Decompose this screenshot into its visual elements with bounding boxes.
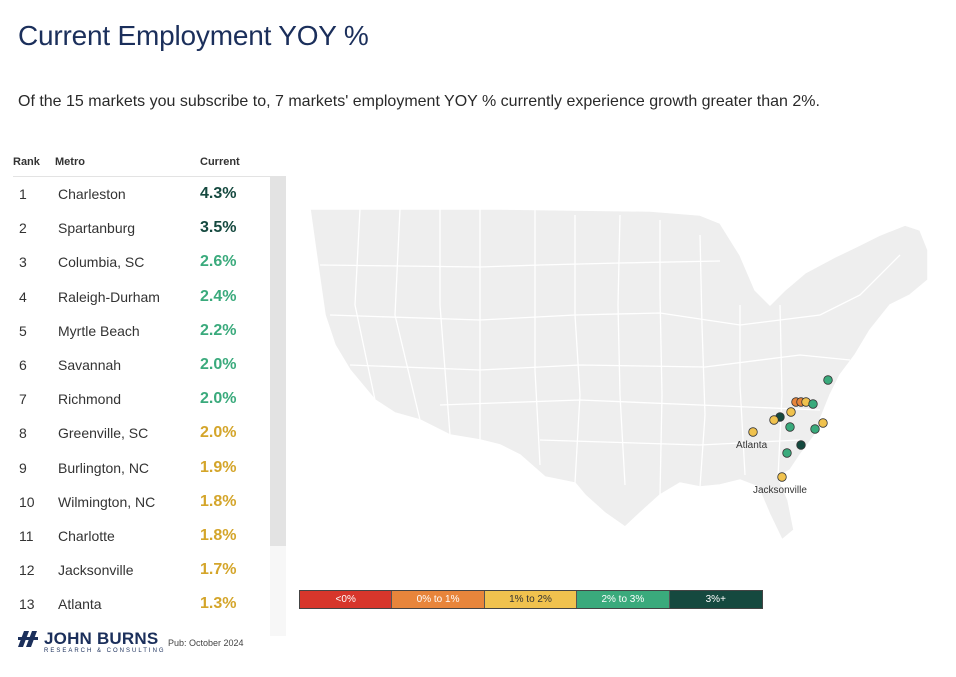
- row-current-value: 4.3%: [200, 185, 237, 203]
- legend-item: 0% to 1%: [392, 591, 485, 608]
- metro-marker[interactable]: [808, 399, 818, 409]
- row-current-value: 2.6%: [200, 253, 237, 271]
- row-metro: Charleston: [58, 186, 126, 203]
- row-current-value: 1.8%: [200, 492, 237, 510]
- row-rank: 1: [19, 186, 27, 203]
- row-metro: Charlotte: [58, 527, 115, 544]
- header-rank: Rank: [13, 156, 40, 168]
- row-metro: Jacksonville: [58, 562, 134, 579]
- table-row: 5 Myrtle Beach 2.2%: [13, 314, 286, 348]
- metro-marker[interactable]: [810, 424, 820, 434]
- metro-marker[interactable]: [796, 440, 806, 450]
- table-row: 1 Charleston 4.3%: [13, 177, 286, 211]
- row-metro: Raleigh-Durham: [58, 288, 160, 305]
- metro-marker[interactable]: [818, 418, 828, 428]
- logo-slashes-icon: [18, 631, 38, 647]
- ranking-table: Rank Metro Current 1 Charleston 4.3% 2 Spart…: [13, 148, 286, 636]
- metro-marker[interactable]: [786, 407, 796, 417]
- row-metro: Burlington, NC: [58, 459, 150, 476]
- row-metro: Wilmington, NC: [58, 493, 156, 510]
- row-current-value: 1.7%: [200, 561, 237, 579]
- legend-item: <0%: [300, 591, 393, 608]
- logo-main-text: JOHN BURNS: [44, 629, 159, 648]
- metro-marker[interactable]: [777, 472, 787, 482]
- row-current-value: 1.3%: [200, 595, 237, 613]
- table-row: 6 Savannah 2.0%: [13, 348, 286, 382]
- row-metro: Richmond: [58, 391, 122, 408]
- row-rank: 13: [19, 596, 35, 613]
- metro-marker[interactable]: [823, 375, 833, 385]
- table-body[interactable]: 1 Charleston 4.3% 2 Spartanburg 3.5% 3 Columbia…: [13, 176, 286, 616]
- table-row: 9 Burlington, NC 1.9%: [13, 451, 286, 485]
- table-row: 2 Spartanburg 3.5%: [13, 211, 286, 245]
- metro-markers: [748, 375, 833, 482]
- metro-marker[interactable]: [748, 427, 758, 437]
- pub-date: Pub: October 2024: [168, 638, 244, 648]
- row-metro: Myrtle Beach: [58, 322, 140, 339]
- table-header: Rank Metro Current: [13, 148, 286, 176]
- row-rank: 4: [19, 288, 27, 305]
- label-atlanta: Atlanta: [736, 440, 768, 451]
- row-metro: Savannah: [58, 357, 122, 374]
- brand-logo: JOHN BURNS RESEARCH & CONSULTING: [18, 630, 166, 654]
- row-rank: 12: [19, 562, 35, 579]
- row-metro: Columbia, SC: [58, 254, 145, 271]
- row-current-value: 2.0%: [200, 424, 237, 442]
- row-metro: Greenville, SC: [58, 425, 149, 442]
- row-rank: 10: [19, 493, 35, 510]
- legend-item: 2% to 3%: [577, 591, 670, 608]
- label-jacksonville: Jacksonville: [753, 485, 807, 496]
- table-row: 11 Charlotte 1.8%: [13, 519, 286, 553]
- page-subtitle: Of the 15 markets you subscribe to, 7 ma…: [18, 93, 820, 110]
- table-row: 10 Wilmington, NC 1.8%: [13, 485, 286, 519]
- row-current-value: 2.0%: [200, 390, 237, 408]
- legend-item: 3%+: [669, 591, 762, 608]
- row-metro: Spartanburg: [58, 220, 136, 237]
- row-rank: 5: [19, 322, 27, 339]
- table-row: 12 Jacksonville 1.7%: [13, 553, 286, 587]
- table-row: 13 Atlanta 1.3%: [13, 587, 286, 616]
- row-rank: 9: [19, 459, 27, 476]
- row-current-value: 1.9%: [200, 458, 237, 476]
- row-rank: 11: [19, 527, 34, 544]
- us-map: Atlanta Jacksonville: [309, 208, 929, 542]
- row-rank: 7: [19, 391, 27, 408]
- row-rank: 6: [19, 357, 27, 374]
- metro-marker[interactable]: [785, 422, 795, 432]
- state-borders: [319, 208, 901, 496]
- row-rank: 8: [19, 425, 27, 442]
- row-current-value: 3.5%: [200, 219, 237, 237]
- row-current-value: 1.8%: [200, 526, 237, 544]
- row-rank: 3: [19, 254, 27, 271]
- table-row: 7 Richmond 2.0%: [13, 382, 286, 416]
- legend-item: 1% to 2%: [484, 591, 578, 608]
- row-current-value: 2.0%: [200, 356, 237, 374]
- table-row: 8 Greenville, SC 2.0%: [13, 416, 286, 450]
- row-current-value: 2.4%: [200, 287, 237, 305]
- table-row: 3 Columbia, SC 2.6%: [13, 245, 286, 279]
- header-current: Current: [200, 156, 240, 168]
- table-row: 4 Raleigh-Durham 2.4%: [13, 280, 286, 314]
- header-metro: Metro: [55, 156, 85, 168]
- row-metro: Atlanta: [58, 596, 102, 613]
- row-rank: 2: [19, 220, 27, 237]
- metro-marker[interactable]: [769, 415, 779, 425]
- row-current-value: 2.2%: [200, 321, 237, 339]
- logo-sub-text: RESEARCH & CONSULTING: [44, 648, 166, 654]
- color-legend: <0% 0% to 1% 1% to 2% 2% to 3% 3%+: [299, 590, 763, 609]
- scrollbar-thumb[interactable]: [270, 176, 286, 546]
- metro-marker[interactable]: [782, 448, 792, 458]
- page-title: Current Employment YOY %: [18, 20, 369, 51]
